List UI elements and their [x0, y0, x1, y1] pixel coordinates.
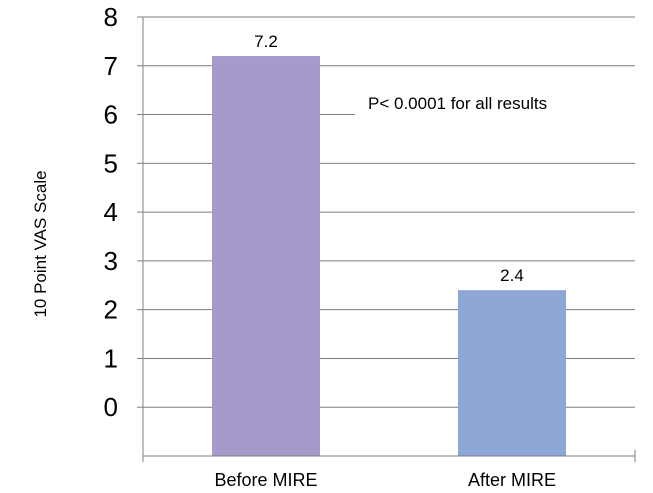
y-tick-label: 2	[104, 295, 118, 325]
x-tick-label: Before MIRE	[214, 470, 317, 490]
bars	[212, 56, 566, 457]
x-tick-labels: Before MIRE After MIRE	[214, 470, 556, 490]
y-tick-label: 4	[104, 197, 118, 227]
y-tick-label: 1	[104, 343, 118, 373]
axes	[137, 16, 636, 462]
data-label: 7.2	[254, 32, 278, 51]
x-tick-label: After MIRE	[468, 470, 556, 490]
y-tick-label: 6	[104, 100, 118, 130]
y-tick-label: 7	[104, 51, 118, 81]
y-tick-label: 5	[104, 148, 118, 178]
y-tick-label: 8	[104, 2, 118, 32]
y-tick-label: 3	[104, 246, 118, 276]
significance-annotation: P< 0.0001 for all results	[368, 94, 547, 113]
annotation-box	[355, 82, 640, 123]
bar	[212, 56, 320, 457]
y-tick-label: 0	[104, 392, 118, 422]
y-axis-title: 10 Point VAS Scale	[31, 170, 50, 317]
bar	[458, 290, 566, 456]
data-labels: 7.2 2.4	[254, 32, 524, 285]
y-tick-labels: 8 7 6 5 4 3 2 1 0	[104, 2, 118, 422]
data-label: 2.4	[500, 266, 524, 285]
